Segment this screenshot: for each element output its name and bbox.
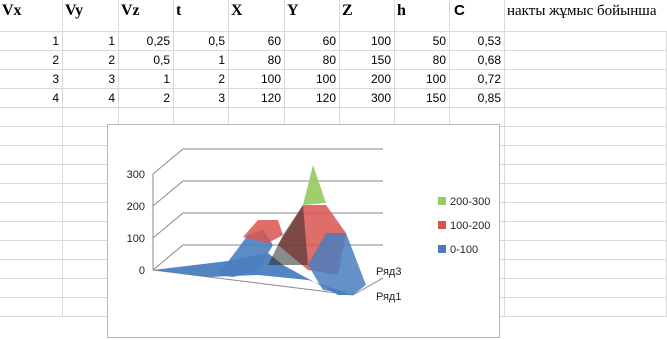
header-cell-c[interactable]: C — [450, 0, 505, 32]
data-cell[interactable]: 0,68 — [450, 51, 505, 70]
data-cell[interactable]: 2 — [63, 51, 119, 70]
legend-label: 0-100 — [450, 244, 478, 256]
empty-cell[interactable] — [0, 222, 63, 241]
data-cell[interactable]: 3 — [63, 70, 119, 89]
series-label: Ряд3 — [376, 266, 401, 278]
empty-cell[interactable] — [63, 108, 119, 127]
empty-cell[interactable] — [0, 146, 63, 165]
empty-cell[interactable] — [0, 165, 63, 184]
data-cell[interactable]: 200 — [340, 70, 395, 89]
gridline-side — [152, 212, 184, 239]
y-tick-label: 300 — [127, 169, 145, 181]
data-cell[interactable]: 1 — [174, 51, 229, 70]
empty-cell[interactable] — [505, 184, 667, 203]
data-cell[interactable]: 150 — [340, 51, 395, 70]
data-cell[interactable]: 1 — [0, 32, 63, 51]
empty-cell[interactable] — [505, 32, 667, 51]
empty-cell[interactable] — [505, 298, 667, 317]
legend-swatch — [438, 221, 446, 229]
legend-swatch — [438, 245, 446, 253]
data-cell[interactable]: 100 — [229, 70, 285, 89]
data-cell[interactable]: 3 — [174, 89, 229, 108]
data-cell[interactable]: 3 — [0, 70, 63, 89]
empty-cell[interactable] — [505, 70, 667, 89]
data-cell[interactable]: 150 — [395, 89, 450, 108]
header-cell-x[interactable]: X — [229, 0, 285, 32]
empty-cell[interactable] — [505, 241, 667, 260]
empty-cell[interactable] — [505, 51, 667, 70]
data-cell[interactable]: 2 — [119, 89, 174, 108]
surface-blue-ridge — [218, 230, 273, 277]
data-cell[interactable]: 2 — [174, 70, 229, 89]
data-cell[interactable]: 100 — [285, 70, 340, 89]
header-cell-vx[interactable]: Vx — [0, 0, 63, 32]
empty-cell[interactable] — [505, 127, 667, 146]
header-cell-h[interactable]: h — [395, 0, 450, 32]
surface-chart[interactable]: 0 100 200 300 Ряд3 Ряд1 200-300 100-200 0-100 — [107, 124, 500, 338]
data-cell[interactable]: 80 — [229, 51, 285, 70]
data-cell[interactable]: 4 — [63, 89, 119, 108]
data-cell[interactable]: 100 — [395, 70, 450, 89]
surface-base-band — [153, 253, 353, 295]
empty-cell[interactable] — [505, 260, 667, 279]
data-cell[interactable]: 0,5 — [174, 32, 229, 51]
header-cell-y[interactable]: Y — [285, 0, 340, 32]
empty-cell[interactable] — [0, 203, 63, 222]
empty-cell[interactable] — [505, 222, 667, 241]
empty-cell[interactable] — [505, 165, 667, 184]
header-cell-z[interactable]: Z — [340, 0, 395, 32]
surface-red-back — [243, 220, 283, 243]
data-cell[interactable]: 120 — [285, 89, 340, 108]
empty-cell[interactable] — [0, 241, 63, 260]
data-cell[interactable]: 100 — [340, 32, 395, 51]
surface-chart-svg: 0 100 200 300 Ряд3 Ряд1 200-300 100-200 0-100 — [127, 148, 490, 303]
y-tick-label: 100 — [127, 233, 145, 245]
legend-swatch — [438, 197, 446, 205]
empty-cell[interactable] — [505, 146, 667, 165]
empty-cell[interactable] — [505, 203, 667, 222]
header-cell-t[interactable]: t — [174, 0, 229, 32]
surface-shadow — [268, 205, 308, 265]
gridline-side — [152, 244, 184, 271]
empty-cell[interactable] — [0, 108, 63, 127]
y-tick-label: 200 — [127, 201, 145, 213]
gridline-side — [152, 148, 184, 175]
y-tick-label: 0 — [139, 265, 145, 277]
data-cell[interactable]: 0,72 — [450, 70, 505, 89]
empty-cell[interactable] — [0, 184, 63, 203]
data-cell[interactable]: 120 — [229, 89, 285, 108]
data-cell[interactable]: 1 — [63, 32, 119, 51]
header-cell-vy[interactable]: Vy — [63, 0, 119, 32]
data-cell[interactable]: 4 — [0, 89, 63, 108]
data-cell[interactable]: 2 — [0, 51, 63, 70]
data-cell[interactable]: 60 — [229, 32, 285, 51]
data-cell[interactable]: 50 — [395, 32, 450, 51]
empty-cell[interactable] — [505, 279, 667, 298]
empty-cell[interactable] — [505, 108, 667, 127]
legend-label: 200-300 — [450, 196, 490, 208]
data-cell[interactable]: 300 — [340, 89, 395, 108]
surface-blue-front — [308, 233, 366, 295]
data-cell[interactable]: 0,25 — [119, 32, 174, 51]
data-cell[interactable]: 60 — [285, 32, 340, 51]
header-cell-vz[interactable]: Vz — [119, 0, 174, 32]
empty-cell[interactable] — [505, 89, 667, 108]
data-cell[interactable]: 0,85 — [450, 89, 505, 108]
empty-cell[interactable] — [0, 279, 63, 298]
series-label: Ряд1 — [376, 291, 401, 303]
surface-green-tip — [303, 165, 326, 205]
empty-cell[interactable] — [0, 298, 63, 317]
data-cell[interactable]: 0,5 — [119, 51, 174, 70]
data-cell[interactable]: 80 — [395, 51, 450, 70]
data-cell[interactable]: 80 — [285, 51, 340, 70]
empty-cell[interactable] — [0, 127, 63, 146]
data-cell[interactable]: 1 — [119, 70, 174, 89]
floor-edge-right — [352, 277, 384, 296]
data-cell[interactable]: 0,53 — [450, 32, 505, 51]
note-cell[interactable]: накты жұмыс бойынша — [505, 0, 667, 32]
gridline-side — [152, 180, 184, 207]
empty-cell[interactable] — [0, 260, 63, 279]
legend-label: 100-200 — [450, 220, 490, 232]
